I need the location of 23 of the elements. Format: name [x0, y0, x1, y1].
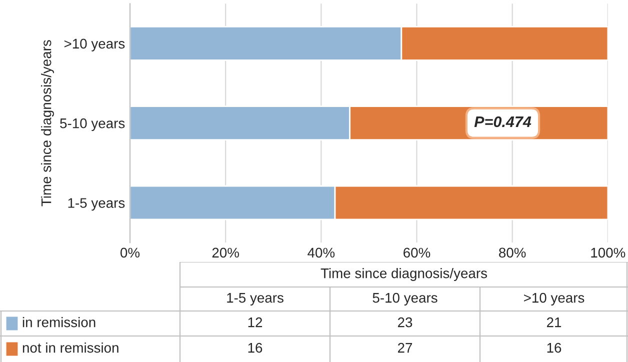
annotation: P=0.474 [474, 116, 532, 128]
data-label: 16 [248, 342, 262, 353]
legend-label: not in remission [22, 342, 118, 353]
x-tick-label: 0% [120, 248, 140, 258]
text: Time since diagnosis/years [320, 268, 487, 281]
data-label: 21 [546, 317, 562, 328]
x-tick-label: 40% [308, 248, 335, 258]
x-tick-label: 60% [404, 248, 430, 258]
category-label: >10 years [524, 292, 584, 306]
x-tick-label: 20% [212, 248, 239, 258]
x-tick-label: 100% [591, 248, 626, 258]
y-axis-title: Time since diagnosis/years [41, 40, 54, 206]
y-tick-label: 5-10 years [60, 118, 125, 131]
data-label: 16 [547, 342, 562, 353]
category-label: 5-10 years [372, 292, 438, 306]
data-label: 12 [248, 317, 262, 328]
x-tick-label: 80% [499, 248, 526, 258]
legend-label: in remission [22, 317, 96, 328]
data-label: 27 [398, 342, 412, 353]
y-tick-label: >10 years [64, 38, 125, 52]
data-label: 23 [398, 317, 412, 328]
y-tick-label: 1-5 years [68, 198, 125, 211]
category-label: 1-5 years [227, 293, 284, 306]
